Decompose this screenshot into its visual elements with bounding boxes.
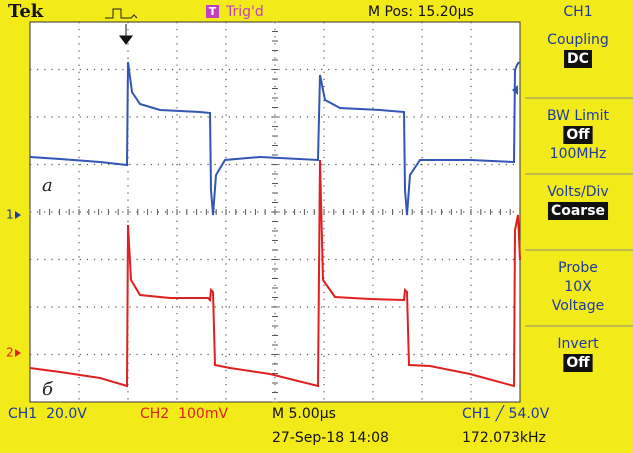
menu-value: Off [566,127,590,143]
ch1-marker: 1 [6,208,14,222]
trigger-level: CH1 ╱ 54.0V [462,405,550,422]
ch2-marker: 2 [6,346,14,360]
datetime: 27-Sep-18 14:08 [272,430,389,446]
ch2-scale: CH2 100mV [140,406,228,422]
position: M Pos: 15.20µs [368,4,474,20]
ch1-scale: CH1 20.0V [8,406,87,422]
trigger-icon-letter: T [209,5,217,18]
menu-value: Coarse [551,203,605,219]
frequency: 172.073kHz [462,430,546,446]
trace-label: б [42,379,54,400]
menu-detail: 100MHz [550,146,607,162]
brand: Tek [8,1,44,22]
menu-detail: 10X [564,279,592,295]
menu-title: CH1 [563,4,592,20]
menu-label: Probe [558,260,598,276]
menu-label: Invert [557,336,599,352]
trace-label: а [42,175,53,196]
trigger-status: Trig'd [225,4,264,20]
menu-label: Volts/Div [547,184,608,200]
menu-value: DC [567,51,589,67]
timebase: M 5.00µs [272,406,336,422]
menu-label: BW Limit [547,108,610,124]
menu-value: Off [566,355,590,371]
menu-detail: Voltage [552,298,605,314]
oscilloscope-screen: Tek T Trig'd M Pos: 15.20µs 1 2 а б CH1 … [0,0,633,453]
menu-label: Coupling [547,32,609,48]
